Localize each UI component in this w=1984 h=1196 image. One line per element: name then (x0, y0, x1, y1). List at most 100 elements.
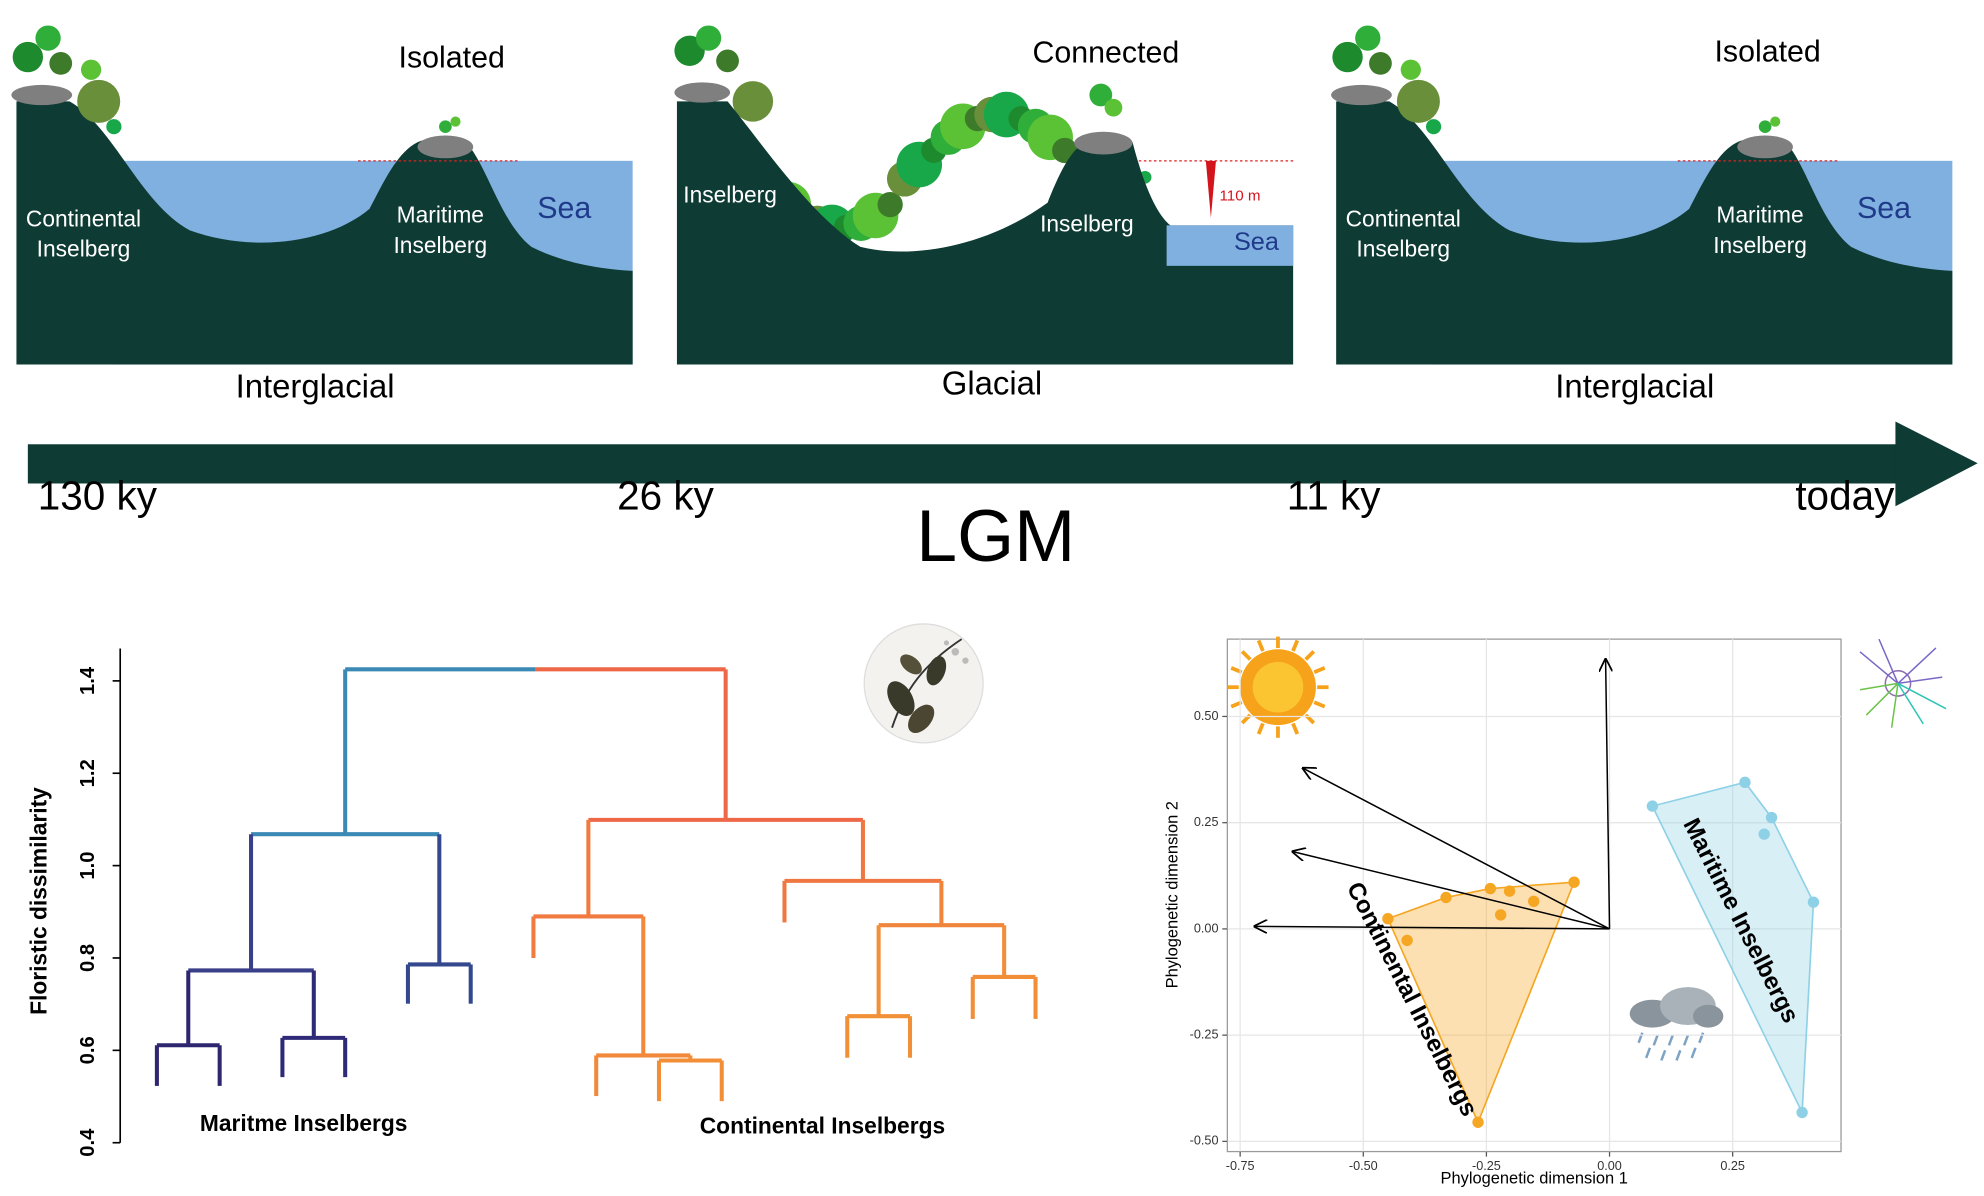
group-label: Maritme Inselbergs (200, 1110, 408, 1136)
sun-icon (1240, 649, 1316, 726)
y-tick-label: 1.2 (77, 759, 99, 787)
sun-ray (1256, 639, 1265, 652)
tree (1369, 52, 1392, 75)
point (1758, 828, 1770, 840)
sun-ray (1240, 650, 1252, 661)
point (1765, 811, 1778, 824)
timeline-bar (27, 444, 1905, 484)
tree (1089, 83, 1113, 107)
x-tick-label: -0.75 (1226, 1159, 1255, 1173)
timeline-event: LGM (916, 495, 1075, 577)
loading-arrow (1293, 852, 1610, 930)
y-tick-label: 0.4 (77, 1128, 99, 1157)
y-tick-label: 1.4 (77, 666, 99, 695)
point (1646, 800, 1659, 812)
x-axis-label: Phylogenetic dimension 1 (1441, 1170, 1628, 1188)
timeline-label: 26 ky (617, 472, 714, 518)
tree (1758, 120, 1772, 133)
landform-label: Continental (1346, 205, 1461, 231)
landform-label: Inselberg (1040, 210, 1134, 236)
rock (1074, 131, 1133, 155)
timeline-label: 11 ky (1287, 472, 1381, 518)
cloud-icon (1629, 987, 1724, 1061)
sun-ray (1313, 700, 1326, 709)
sun-ray (1256, 722, 1265, 735)
hull (1386, 881, 1576, 1125)
tree-icon (1859, 638, 1947, 728)
rock (417, 135, 474, 159)
point (1568, 876, 1580, 888)
status: Connected (1032, 37, 1179, 70)
point (1484, 882, 1497, 895)
point (1494, 909, 1507, 921)
loading-arrow (1606, 660, 1610, 929)
sea-label: Sea (537, 192, 591, 225)
tree (49, 52, 73, 75)
landform-label: Maritime (1716, 202, 1803, 228)
loading-arrow (1255, 926, 1610, 929)
point (1440, 891, 1452, 904)
tree (35, 25, 61, 51)
plot-panel (1226, 638, 1842, 1153)
tree (12, 41, 44, 73)
tree (1104, 98, 1123, 117)
scene: Isolated Continental Inselberg Maritime Inse… (11, 25, 633, 404)
sun-ray (1313, 666, 1326, 674)
landform-label: Inselberg (1356, 236, 1450, 262)
point (1807, 896, 1820, 908)
timeline-head (1895, 421, 1978, 507)
landform-label: Inselberg (1713, 232, 1807, 258)
status: Isolated (399, 42, 505, 75)
landform-label: Maritime (397, 202, 484, 228)
tree (716, 49, 739, 73)
y-axis-label: Floristic dissimilarity (26, 787, 52, 1015)
y-tick-label: 0.00 (1194, 921, 1219, 935)
status: Isolated (1714, 35, 1820, 68)
scene: Isolated Continental Inselberg Maritime Inse… (1331, 25, 1953, 404)
tree (80, 59, 102, 80)
y-tick-label: 1.0 (77, 852, 99, 880)
x-tick-label: 0.25 (1720, 1159, 1745, 1173)
point (1401, 934, 1413, 947)
tree (1396, 79, 1440, 123)
sun-ray (1291, 722, 1300, 735)
point (1527, 895, 1540, 907)
sea (1166, 225, 1294, 266)
depth-arrow (1205, 160, 1216, 218)
x-tick-label: -0.50 (1349, 1159, 1378, 1173)
landform-label: Inselberg (683, 181, 777, 207)
group-label: Continental Inselbergs (700, 1113, 945, 1139)
tree (1426, 119, 1442, 135)
sea-label: Sea (1234, 228, 1280, 256)
plant-icon (863, 623, 984, 744)
tree (1400, 59, 1421, 80)
sun-ray (1304, 650, 1316, 661)
hull (1651, 781, 1815, 1116)
timeline-label: today (1795, 472, 1895, 518)
depth-label: 110 m (1219, 187, 1260, 204)
point (1472, 1116, 1484, 1128)
rock (11, 84, 73, 106)
rock (1737, 135, 1793, 159)
y-tick-label: -0.25 (1190, 1027, 1219, 1041)
period: Glacial (942, 365, 1042, 402)
timeline-label: 130 ky (38, 472, 158, 518)
x-tick-label: -0.25 (1472, 1159, 1501, 1173)
landform-label: Inselberg (393, 232, 487, 258)
tree (77, 79, 121, 123)
point (1503, 885, 1516, 897)
y-tick-label: 0.8 (77, 944, 99, 972)
y-tick-label: 0.50 (1194, 709, 1219, 723)
tree (695, 25, 722, 51)
point (1382, 913, 1394, 925)
y-tick-label: -0.50 (1190, 1134, 1219, 1148)
tree (439, 120, 452, 133)
x-tick-label: 0.00 (1597, 1159, 1622, 1173)
period: Interglacial (236, 367, 395, 404)
landform-label: Continental (26, 205, 141, 231)
sea-label: Sea (1857, 192, 1911, 225)
y-axis-label: Phylogenetic dimension 2 (1163, 801, 1181, 988)
tree (1355, 25, 1381, 51)
